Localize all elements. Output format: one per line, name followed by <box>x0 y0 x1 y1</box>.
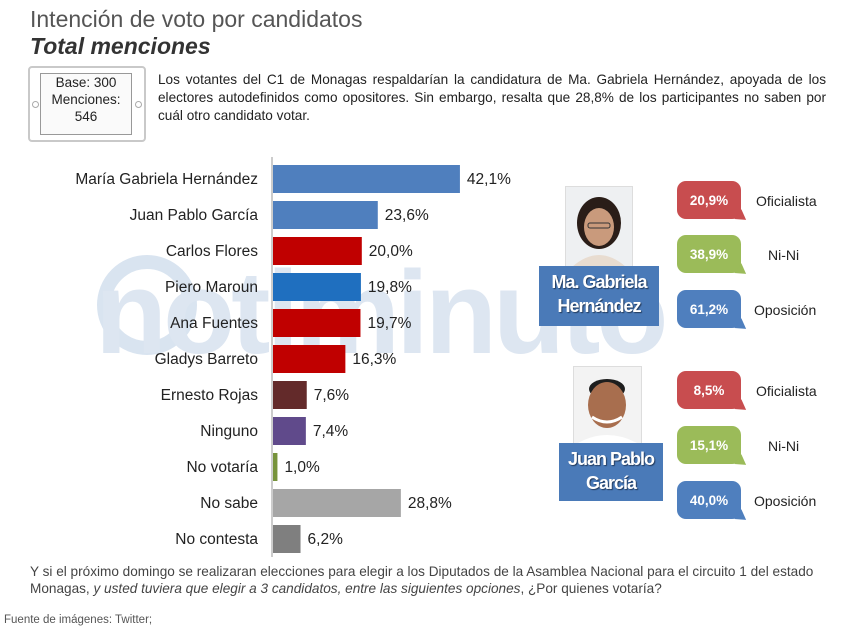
bar <box>273 381 307 409</box>
bar <box>273 417 306 445</box>
hernandez-nini-label: Ni-Ni <box>768 247 800 263</box>
hernandez-nini-bubble: 38,9% <box>677 235 750 279</box>
bar-value-label: 6,2% <box>308 531 344 548</box>
category-label: No contesta <box>175 531 258 548</box>
page-title: Intención de voto por candidatos <box>30 6 363 32</box>
bar-value-label: 23,6% <box>385 207 429 224</box>
bubble-value: 40,0% <box>689 492 729 508</box>
vote-intention-bar-chart: María Gabriela Hernández 42,1% Juan Pablo … <box>75 157 511 557</box>
bar <box>273 273 361 301</box>
bubble-value: 38,9% <box>689 246 729 262</box>
bar-value-label: 7,6% <box>314 387 350 404</box>
category-label: Carlos Flores <box>166 243 258 260</box>
bar <box>273 309 361 337</box>
category-label: Ernesto Rojas <box>161 387 259 404</box>
garcia-oficialista-label: Oficialista <box>756 383 817 399</box>
garcia-oposicion-bubble: 40,0% <box>677 481 750 525</box>
garcia-nini-label: Ni-Ni <box>768 438 800 454</box>
bar <box>273 237 362 265</box>
decorative-dot-icon <box>32 101 39 108</box>
bar-value-label: 16,3% <box>352 351 396 368</box>
hernandez-oposicion-label: Oposición <box>754 302 817 318</box>
category-label: No sabe <box>200 495 258 512</box>
category-label: María Gabriela Hernández <box>75 171 258 188</box>
decorative-dot-icon <box>135 101 142 108</box>
bar <box>273 489 401 517</box>
category-label: No votaría <box>186 459 258 476</box>
category-label: Ana Fuentes <box>170 315 258 332</box>
bar-value-label: 19,7% <box>367 315 411 332</box>
candidate-name-hernandez: Ma. Gabriela Hernández <box>539 266 659 326</box>
bar-value-label: 20,0% <box>369 243 413 260</box>
bar-value-label: 1,0% <box>284 459 320 476</box>
bubble-value: 20,9% <box>689 192 729 208</box>
person-portrait-icon <box>566 187 632 267</box>
candidate-name-line1: Juan Pablo <box>567 449 655 469</box>
survey-question: Y si el próximo domingo se realizaran el… <box>30 563 830 597</box>
person-portrait-icon <box>574 367 641 443</box>
base-info-box: Base: 300 Menciones: 546 <box>28 66 146 142</box>
hernandez-oficialista-bubble: 20,9% <box>677 181 750 225</box>
bar <box>273 453 278 481</box>
intro-paragraph: Los votantes del C1 de Monagas respaldar… <box>158 72 826 123</box>
hernandez-oposicion-bubble: 61,2% <box>677 290 750 334</box>
candidate-photo-hernandez <box>565 186 633 268</box>
bar <box>273 525 301 553</box>
candidate-name-line2: García <box>585 473 637 493</box>
category-label: Piero Maroun <box>165 279 258 296</box>
bar <box>273 165 460 193</box>
bubble-value: 61,2% <box>689 301 729 317</box>
question-part2: y usted tuviera que elegir a 3 candidato… <box>93 581 521 596</box>
bar-value-label: 42,1% <box>467 171 511 188</box>
candidate-photo-garcia <box>573 366 642 444</box>
category-label: Gladys Barreto <box>155 351 258 368</box>
image-source-note: Fuente de imágenes: Twitter; <box>4 614 153 626</box>
bar-value-label: 7,4% <box>313 423 349 440</box>
chart-bars: María Gabriela Hernández 42,1% Juan Pablo … <box>75 165 511 553</box>
base-info-content: Base: 300 Menciones: 546 <box>40 73 132 135</box>
candidate-name-garcia: Juan Pablo García <box>559 443 663 501</box>
bar <box>273 345 346 373</box>
bubble-value: 8,5% <box>693 382 725 398</box>
category-label: Ninguno <box>200 423 258 440</box>
candidate-name-line2: Hernández <box>557 296 641 316</box>
mentions-count: 546 <box>74 109 98 124</box>
category-label: Juan Pablo García <box>130 207 259 224</box>
question-part1: Y si el próximo domingo se realizaran el… <box>30 564 814 596</box>
hernandez-oficialista-label: Oficialista <box>756 193 817 209</box>
question-part3: , ¿Por quienes votaría? <box>520 581 662 596</box>
bar-value-label: 19,8% <box>368 279 412 296</box>
bubble-value: 15,1% <box>689 437 729 453</box>
bar <box>273 201 378 229</box>
base-count: Base: 300 <box>55 75 117 90</box>
mentions-label: Menciones: <box>51 92 121 107</box>
candidate-name-line1: Ma. Gabriela <box>551 272 647 292</box>
garcia-oposicion-label: Oposición <box>754 493 817 509</box>
garcia-oficialista-bubble: 8,5% <box>677 371 750 415</box>
page-subtitle: Total menciones <box>30 33 211 59</box>
garcia-nini-bubble: 15,1% <box>677 426 750 470</box>
bar-value-label: 28,8% <box>408 495 452 512</box>
